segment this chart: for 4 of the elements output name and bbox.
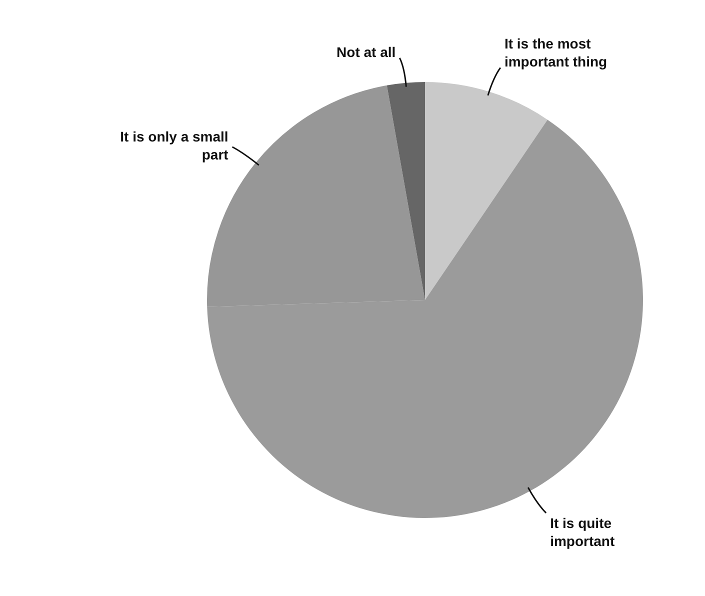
slice-label: It is the most important thing — [504, 36, 608, 70]
slice-label: It is quite important — [550, 514, 615, 549]
slice-label: It is only a small part — [120, 128, 229, 163]
slice-label: Not at all — [336, 44, 396, 60]
